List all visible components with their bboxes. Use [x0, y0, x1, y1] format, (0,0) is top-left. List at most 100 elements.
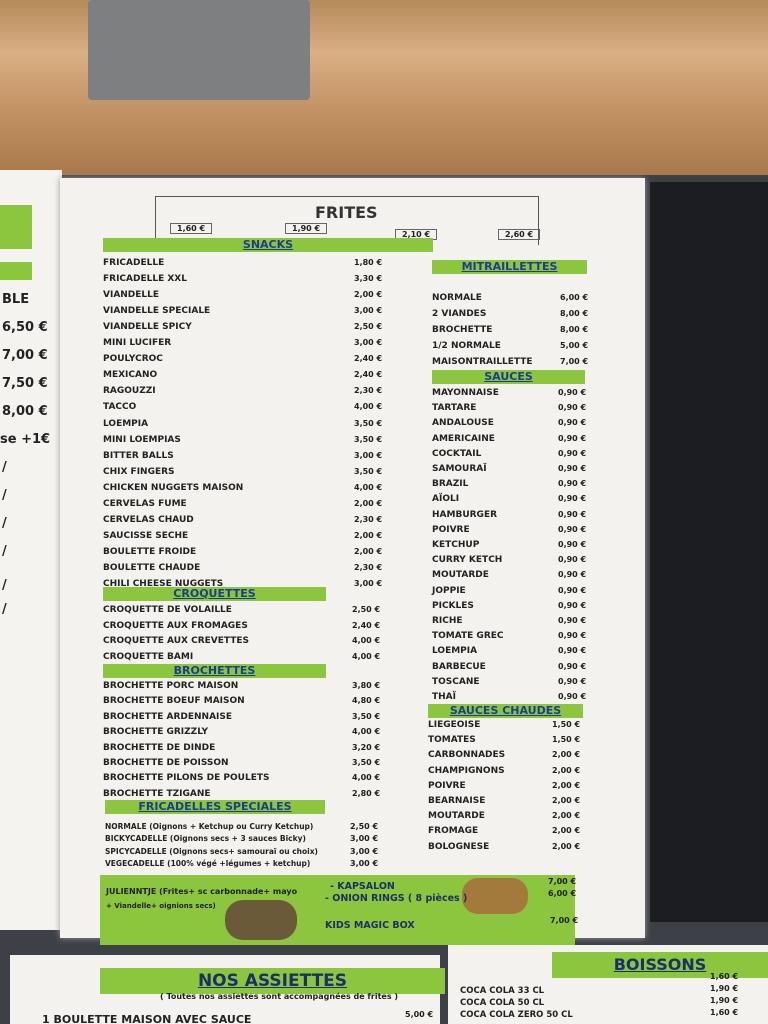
item-name: BEARNAISE: [428, 796, 486, 806]
item-price: 0,90 €: [558, 418, 587, 428]
special-name: KIDS MAGIC BOX: [325, 920, 415, 931]
drink-price: 1,90 €: [710, 984, 739, 993]
item-price: 3,00 €: [350, 858, 379, 868]
item-name: TACCO: [103, 402, 137, 413]
item-price: 0,90 €: [558, 479, 587, 489]
item-price: 2,80 €: [352, 788, 381, 798]
item-price: 0,90 €: [558, 403, 587, 413]
item-name: CROQUETTE DE VOLAILLE: [103, 605, 232, 615]
left-panel: [0, 170, 62, 930]
item-price: 3,50 €: [354, 418, 383, 428]
assiettes-item: 1 BOULETTE MAISON AVEC SAUCE: [42, 1013, 252, 1024]
item-name: FRICADELLE: [103, 258, 165, 268]
food-photo: [225, 900, 297, 940]
item-price: 2,00 €: [552, 841, 581, 851]
left-line: 8,00 €: [2, 404, 48, 419]
item-price: 2,40 €: [354, 354, 383, 364]
item-price: 0,90 €: [558, 509, 587, 519]
item-price: 0,90 €: [558, 524, 587, 534]
item-price: 2,50 €: [352, 605, 381, 614]
item-name: MAYONNAISE: [432, 388, 499, 398]
item-price: 3,00 €: [354, 338, 383, 348]
item-price: 2,50 €: [354, 322, 383, 332]
item-name: CERVELAS CHAUD: [103, 514, 194, 525]
item-price: 2,00 €: [354, 290, 383, 300]
item-price: 0,90 €: [558, 388, 587, 397]
item-price: 3,20 €: [352, 742, 381, 752]
special-price: 6,00 €: [548, 889, 577, 898]
item-price: 2,00 €: [552, 796, 581, 805]
item-name: VIANDELLE SPICY: [103, 322, 192, 333]
drink-name: COCA COLA 33 CL: [460, 986, 545, 996]
item-name: BRAZIL: [432, 479, 469, 490]
item-name: LOEMPIA: [103, 418, 149, 429]
item-name: TOMATE GREC: [432, 631, 504, 642]
drink-price: 1,90 €: [710, 996, 739, 1005]
item-price: 0,90 €: [558, 585, 587, 595]
item-price: 0,90 €: [558, 570, 587, 580]
left-line: se +1€: [0, 432, 51, 447]
item-name: VEGECADELLE (100% végé +légumes + ketchu…: [105, 858, 311, 868]
frites-title: FRITES: [315, 203, 378, 222]
item-price: 6,00 €: [560, 293, 589, 302]
item-name: BROCHETTE DE DINDE: [103, 742, 216, 753]
item-name: BOLOGNESE: [428, 841, 490, 852]
item-name: BROCHETTE PILONS DE POULETS: [103, 773, 270, 784]
assiettes-price: 5,00 €: [405, 1010, 434, 1019]
item-price: 2,00 €: [552, 826, 581, 836]
item-price: 1,50 €: [552, 735, 581, 745]
item-name: SPICYCADELLE (Oignons secs+ samouraï ou …: [105, 846, 318, 856]
item-price: 3,50 €: [354, 434, 383, 444]
section-title: SAUCES: [432, 370, 585, 384]
left-line: /: [2, 578, 7, 593]
assiettes-title: NOS ASSIETTES: [100, 968, 445, 994]
item-price: 3,50 €: [354, 466, 383, 476]
size-price: 1,90 €: [285, 223, 328, 234]
item-name: 1/2 NORMALE: [432, 341, 501, 351]
drink-name: COCA COLA ZERO 50 CL: [460, 1010, 573, 1020]
item-price: 0,90 €: [558, 494, 587, 504]
item-name: TOMATES: [428, 735, 476, 746]
item-price: 2,00 €: [552, 780, 581, 790]
item-price: 2,00 €: [552, 811, 581, 821]
item-name: THAÏ: [432, 692, 456, 702]
item-price: 3,50 €: [352, 711, 381, 721]
special-price: 7,00 €: [548, 877, 577, 886]
julienntje-detail: + Viandelle+ oignions secs): [106, 902, 216, 910]
item-price: 3,00 €: [350, 834, 379, 844]
item-price: 4,00 €: [352, 727, 381, 737]
item-price: 3,30 €: [354, 274, 383, 284]
item-price: 2,40 €: [352, 620, 381, 630]
section-title: CROQUETTES: [103, 587, 326, 601]
item-name: POULYCROC: [103, 354, 163, 365]
item-price: 2,30 €: [354, 562, 383, 572]
left-line: /: [2, 516, 7, 531]
item-name: CROQUETTE AUX CREVETTES: [103, 636, 250, 647]
item-price: 4,00 €: [352, 651, 381, 661]
item-name: RAGOUZZI: [103, 386, 156, 397]
item-price: 2,00 €: [354, 546, 383, 556]
item-name: LIEGEOISE: [428, 720, 481, 730]
item-name: RICHE: [432, 616, 463, 626]
left-line: /: [2, 460, 7, 475]
item-name: CURRY KETCH: [432, 555, 503, 566]
left-line: 7,50 €: [2, 376, 48, 391]
item-name: CARBONNADES: [428, 750, 506, 761]
item-name: BARBECUE: [432, 661, 486, 672]
item-price: 4,00 €: [354, 482, 383, 492]
special-price: 7,00 €: [550, 916, 579, 925]
item-price: 0,90 €: [558, 464, 587, 473]
left-green: [0, 262, 32, 280]
left-green: [0, 205, 32, 249]
item-name: CROQUETTE AUX FROMAGES: [103, 620, 248, 631]
metal-bracket: [88, 0, 310, 100]
item-name: BICKYCADELLE (Oignons secs + 3 sauces Bi…: [105, 834, 306, 844]
item-price: 2,00 €: [354, 498, 383, 508]
size-price: 1,60 €: [170, 223, 213, 234]
item-name: BROCHETTE: [432, 325, 493, 335]
julienntje: JULIENNTJE (Frites+ sc carbonnade+ mayo: [106, 887, 298, 896]
item-price: 0,90 €: [558, 631, 587, 641]
item-name: CROQUETTE BAMI: [103, 651, 194, 662]
item-name: POIVRE: [432, 524, 470, 535]
